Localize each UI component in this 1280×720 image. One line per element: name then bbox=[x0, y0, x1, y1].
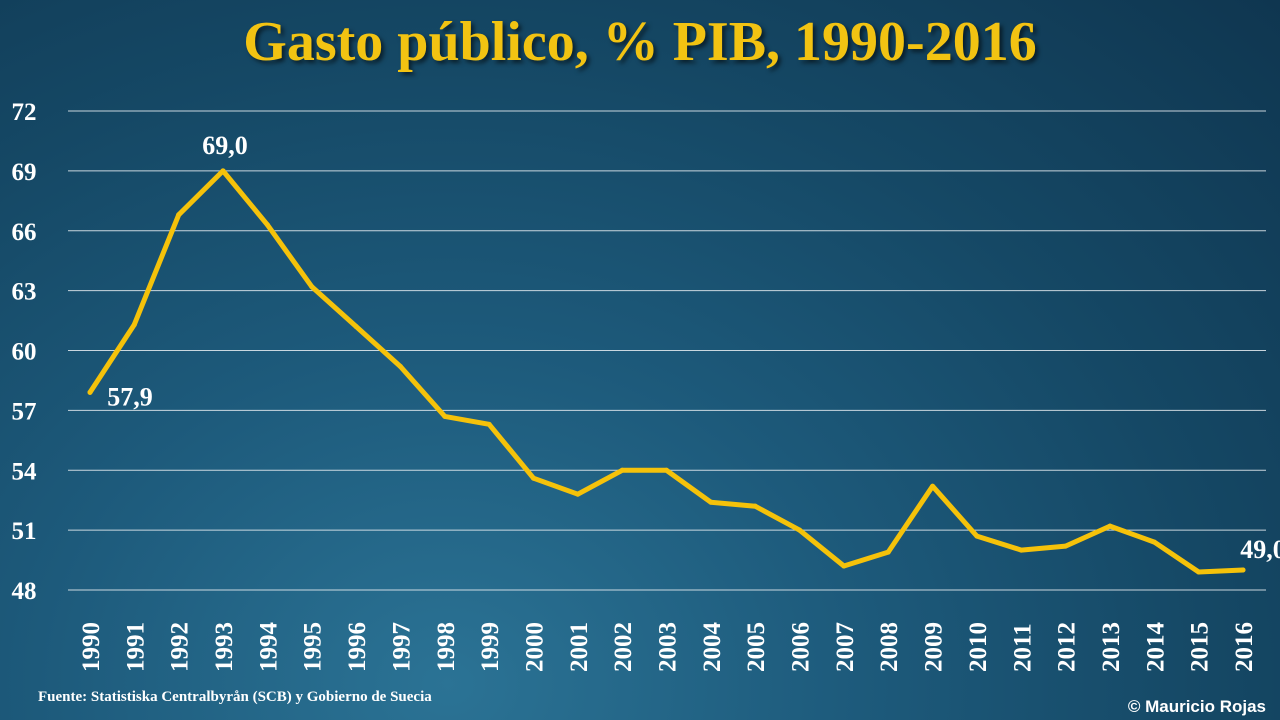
x-tick-label-1996: 1996 bbox=[344, 622, 371, 672]
x-tick-label-2015: 2015 bbox=[1187, 622, 1214, 672]
y-tick-label-51: 51 bbox=[12, 518, 37, 545]
data-point-2000 bbox=[530, 475, 536, 481]
x-tick-label-1994: 1994 bbox=[255, 622, 282, 673]
y-tick-label-48: 48 bbox=[12, 578, 37, 605]
data-label-1993: 69,0 bbox=[202, 131, 248, 160]
x-tick-label-2008: 2008 bbox=[876, 622, 903, 672]
data-point-1991 bbox=[131, 322, 137, 328]
x-tick-label-1991: 1991 bbox=[122, 622, 149, 672]
y-tick-label-57: 57 bbox=[12, 398, 37, 425]
x-tick-label-2010: 2010 bbox=[965, 622, 992, 672]
series-layer bbox=[87, 168, 1246, 575]
y-axis-tick-labels: 48 51 54 57 60 63 66 69 72 bbox=[12, 99, 38, 605]
data-point-1994 bbox=[264, 222, 270, 228]
x-tick-label-2004: 2004 bbox=[699, 622, 726, 673]
data-point-1993 bbox=[220, 168, 226, 174]
data-point-2013 bbox=[1107, 523, 1113, 529]
data-point-2006 bbox=[797, 527, 803, 533]
copyright-note: © Mauricio Rojas bbox=[1127, 697, 1266, 716]
data-label-1990: 57,9 bbox=[107, 382, 153, 411]
x-tick-label-1995: 1995 bbox=[300, 622, 327, 672]
x-tick-label-1997: 1997 bbox=[388, 622, 415, 672]
data-point-2001 bbox=[575, 491, 581, 497]
data-point-2003 bbox=[664, 467, 669, 473]
x-tick-label-2009: 2009 bbox=[921, 622, 948, 672]
x-tick-label-2014: 2014 bbox=[1142, 622, 1169, 673]
data-point-2010 bbox=[974, 533, 980, 539]
data-point-2005 bbox=[752, 503, 758, 509]
y-tick-label-66: 66 bbox=[12, 219, 37, 246]
x-tick-label-2000: 2000 bbox=[521, 622, 548, 672]
y-tick-label-54: 54 bbox=[12, 458, 38, 485]
chart-title: Gasto público, % PIB, 1990-2016 bbox=[243, 11, 1037, 73]
data-point-2009 bbox=[930, 483, 936, 489]
data-point-2015 bbox=[1196, 569, 1202, 575]
data-point-1995 bbox=[309, 284, 315, 290]
x-tick-label-2012: 2012 bbox=[1054, 622, 1081, 672]
x-tick-label-1999: 1999 bbox=[477, 622, 504, 672]
x-tick-label-1993: 1993 bbox=[211, 622, 238, 672]
data-point-2007 bbox=[841, 563, 847, 569]
data-point-2004 bbox=[708, 499, 714, 505]
x-tick-label-1998: 1998 bbox=[433, 622, 460, 672]
data-point-2012 bbox=[1063, 543, 1069, 549]
data-point-2002 bbox=[619, 467, 625, 473]
data-point-1990 bbox=[87, 389, 93, 395]
x-tick-label-2002: 2002 bbox=[610, 622, 637, 672]
y-tick-label-72: 72 bbox=[12, 99, 37, 126]
y-tick-label-60: 60 bbox=[12, 339, 37, 366]
y-tick-label-63: 63 bbox=[12, 279, 37, 306]
x-tick-label-2001: 2001 bbox=[566, 622, 593, 672]
x-axis-tick-labels: 1990 1991 1992 1993 1994 1995 1996 1997 1998 1999… bbox=[78, 622, 1258, 673]
data-point-1998 bbox=[442, 413, 448, 419]
data-labels: 57,9 69,0 49,0 bbox=[107, 131, 1280, 564]
x-tick-label-2003: 2003 bbox=[655, 622, 682, 672]
x-tick-label-2011: 2011 bbox=[1009, 623, 1036, 672]
data-point-2011 bbox=[1018, 547, 1024, 553]
data-point-2016 bbox=[1240, 567, 1246, 573]
x-tick-label-2007: 2007 bbox=[832, 622, 859, 672]
x-tick-label-2013: 2013 bbox=[1098, 622, 1125, 672]
x-tick-label-2006: 2006 bbox=[788, 622, 815, 672]
data-label-2016: 49,0 bbox=[1240, 535, 1280, 564]
data-point-1997 bbox=[397, 363, 403, 369]
x-tick-label-2005: 2005 bbox=[743, 622, 770, 672]
data-point-2008 bbox=[885, 549, 891, 555]
data-point-1996 bbox=[353, 324, 359, 330]
x-tick-label-1990: 1990 bbox=[78, 622, 105, 672]
source-note: Fuente: Statistiska Centralbyrån (SCB) y… bbox=[38, 689, 432, 705]
y-tick-label-69: 69 bbox=[12, 159, 37, 186]
x-tick-label-2016: 2016 bbox=[1231, 622, 1258, 672]
data-point-1999 bbox=[486, 421, 492, 427]
grid-lines bbox=[68, 110, 1266, 591]
data-point-2014 bbox=[1151, 539, 1157, 545]
x-tick-label-1992: 1992 bbox=[167, 622, 194, 672]
data-point-1992 bbox=[176, 212, 182, 218]
